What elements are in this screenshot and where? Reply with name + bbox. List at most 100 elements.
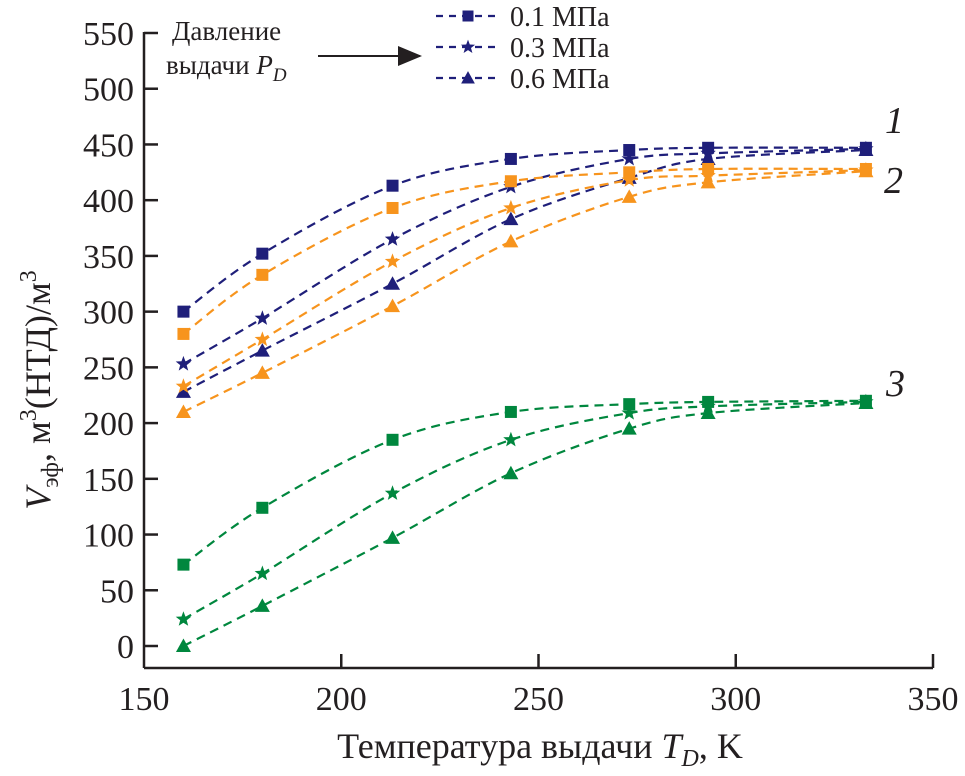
marker-triangle [700,151,716,165]
marker-star [384,485,401,500]
series-points-7 [175,393,874,626]
marker-triangle [503,233,519,248]
marker-star [621,405,637,420]
series-points-0 [177,141,872,318]
marker-triangle [503,465,519,480]
legend-entry-1: 0.3 МПа [436,33,610,64]
annotation-line2: выдачи PD [166,50,287,86]
marker-star [384,231,401,246]
y-tick-label: 550 [83,16,134,53]
marker-star [460,39,476,53]
marker-square [386,201,399,214]
series-points-5 [175,163,874,418]
marker-triangle [461,71,475,84]
series-points-3 [177,162,872,340]
axes: 0 50 100 150 200 250 300 350 400 450 500 550 150 200 2… [83,16,959,718]
series-lines [182,146,866,647]
x-axis-title-unit: , K [699,726,743,766]
x-tick-label: 250 [513,681,564,718]
series-line-5 [182,170,866,413]
y-tick-label: 0 [117,629,134,666]
pressure-annotation: Давление выдачи PD [166,16,422,86]
marker-square [504,152,517,165]
marker-star [175,355,192,371]
marker-triangle [254,343,270,357]
marker-star [700,167,716,183]
marker-star [254,331,271,347]
y-axis-title-sup1: 3 [16,409,42,421]
x-axis-title-main: Температура выдачи [337,726,661,766]
marker-star [503,431,519,447]
y-tick-label: 450 [83,127,134,164]
series-line-3 [182,167,866,335]
marker-triangle [858,163,874,178]
y-axis-title: Vэф, м3(НТД)/м3 [16,270,64,510]
series-points-1 [175,140,874,371]
marker-triangle [621,189,637,203]
y-tick-label: 250 [83,350,134,387]
legend-label: 0.3 МПа [510,33,610,64]
series-line-7 [182,400,866,621]
series-points-2 [175,142,874,398]
y-tick-label: 50 [100,573,134,610]
series-points-4 [175,162,874,393]
marker-triangle [503,211,519,226]
y-tick-label: 200 [83,406,134,443]
x-tick-label: 150 [119,681,170,718]
marker-square [386,433,399,446]
series-line-4 [182,169,866,388]
marker-square [504,405,517,418]
curve-label-3: 3 [885,363,905,405]
legend-entry-2: 0.6 МПа [436,64,610,95]
annotation-var: P [255,50,273,80]
marker-square [256,247,269,260]
y-tick-label: 350 [83,239,134,276]
marker-triangle [700,405,716,420]
marker-triangle [254,365,270,379]
series-line-0 [182,146,866,313]
marker-star [384,253,401,268]
marker-star [175,378,192,393]
annotation-line1: Давление [172,16,281,46]
marker-star [254,310,271,325]
annotation-line2-text: выдачи [166,50,256,80]
series-line-2 [182,148,866,393]
series-points-6 [177,394,872,571]
marker-square [623,144,636,157]
series-line-8 [182,401,866,647]
marker-square [256,268,269,281]
x-axis-title-sub: D [681,746,699,772]
y-axis-title-sub: эф [38,462,64,488]
marker-star [621,150,637,166]
marker-square [177,305,190,318]
series-points-8 [175,395,874,652]
x-tick-label: 350 [908,681,959,718]
legend-label: 0.1 МПа [510,2,610,33]
series-line-6 [182,399,866,566]
curve-label-1: 1 [885,100,904,142]
y-axis-title-sup2: 3 [16,270,42,282]
x-tick-label: 300 [710,681,761,718]
y-tick-label: 300 [83,295,134,332]
marker-square [386,179,399,192]
marker-triangle [700,174,716,189]
marker-square [462,10,474,22]
marker-triangle [858,142,874,157]
y-axis-title-mid2: (НТД)/м [18,282,58,409]
marker-star [254,565,271,581]
marker-triangle [254,598,270,612]
marker-triangle [175,384,191,398]
y-tick-label: 100 [83,518,134,555]
y-axis-title-var: V [18,484,58,510]
marker-triangle [858,395,874,410]
annotation-sub: D [272,65,287,86]
marker-triangle [175,404,191,418]
curve-label-2: 2 [884,160,903,202]
x-axis-title: Температура выдачи TD, K [337,726,743,772]
marker-square [177,558,190,571]
marker-star [700,398,716,413]
marker-square [177,327,190,340]
marker-star [503,199,519,215]
